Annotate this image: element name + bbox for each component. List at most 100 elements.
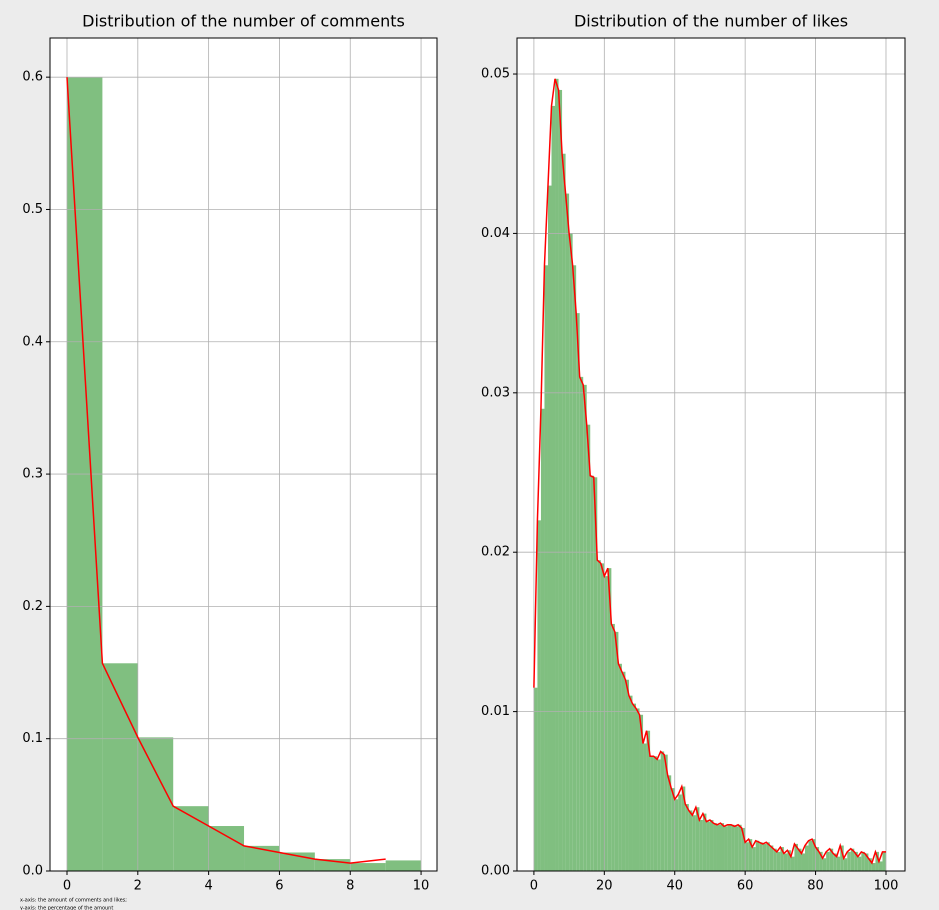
bar (822, 858, 827, 871)
bar (618, 663, 622, 871)
y-tick-label: 0.4 (22, 334, 43, 349)
bar (208, 826, 245, 871)
bar (731, 824, 735, 871)
bar (805, 845, 809, 871)
bar (657, 759, 661, 871)
bar (875, 851, 879, 871)
bar (871, 863, 876, 871)
y-tick-label: 0.00 (481, 864, 510, 879)
bar (685, 804, 689, 871)
bar (829, 848, 834, 871)
y-tick-label: 0.05 (481, 67, 510, 82)
y-tick-label: 0.6 (22, 70, 43, 85)
x-tick-label: 4 (204, 879, 212, 894)
x-tick-label: 6 (275, 879, 283, 894)
x-tick-label: 20 (596, 879, 613, 894)
y-tick-label: 0.03 (481, 385, 510, 400)
bar (137, 737, 174, 871)
bar (790, 856, 795, 871)
y-tick-label: 0.3 (22, 467, 43, 482)
y-tick-label: 0.1 (22, 731, 43, 746)
x-tick-label: 8 (346, 879, 354, 894)
bar (706, 821, 710, 871)
y-tick-label: 0.02 (481, 545, 510, 560)
bar (864, 853, 869, 871)
bar (787, 850, 791, 871)
bar (173, 806, 209, 871)
bar (819, 851, 823, 871)
bar (650, 756, 654, 871)
chart-title: Distribution of the number of likes (574, 12, 848, 31)
bar (766, 842, 770, 871)
bar (759, 842, 763, 871)
density-line (533, 78, 886, 865)
bar (664, 754, 668, 871)
x-tick-label: 10 (413, 879, 430, 894)
bar (724, 826, 728, 871)
bar (681, 786, 686, 871)
axes-frame (516, 37, 906, 872)
bar (748, 839, 753, 871)
bar (808, 840, 813, 871)
bar (776, 851, 781, 871)
annotation: y-axis: the percentage of the amount (20, 906, 113, 910)
bar (244, 845, 280, 871)
axes: 0 2 4 6 8 10 0.0 0.1 0.2 0.3 0.4 0.5 0.6 Distribution… (20, 12, 438, 910)
bar (773, 848, 777, 871)
bar (727, 824, 732, 871)
bar (857, 856, 862, 871)
axes: 0 20 40 60 80 100 0.00 0.01 0.02 0.03 0.04 0.05 Dist… (481, 12, 906, 894)
bar (639, 714, 644, 871)
bar (882, 851, 886, 871)
bar (643, 743, 647, 871)
bar (762, 843, 767, 871)
bar (702, 813, 707, 871)
bar (544, 265, 548, 871)
bar (734, 826, 739, 871)
bar (716, 824, 721, 871)
bar (713, 823, 717, 871)
bar (547, 185, 552, 871)
bar (836, 856, 841, 871)
bar (692, 815, 696, 871)
bar (628, 695, 633, 871)
bar (562, 153, 566, 871)
bar (551, 105, 556, 872)
bar (745, 842, 749, 871)
bar (815, 847, 820, 871)
bar (794, 843, 798, 871)
bar (576, 313, 580, 871)
bar (555, 78, 559, 872)
bar (537, 520, 541, 871)
bar (801, 853, 806, 871)
bar (847, 851, 851, 871)
y-tick-label: 0.5 (22, 202, 43, 217)
bar (632, 703, 637, 871)
bar (611, 623, 615, 871)
bar (614, 631, 619, 871)
chart-title: Distribution of the number of comments (82, 12, 405, 31)
bar (102, 663, 138, 871)
y-tick-label: 0.04 (481, 226, 510, 241)
y-tick-label: 0.0 (22, 864, 43, 879)
bar (854, 851, 858, 871)
bar (572, 265, 577, 871)
bar (579, 376, 584, 871)
bar (597, 560, 601, 871)
y-tick-label: 0.01 (481, 704, 510, 719)
bar (850, 848, 855, 871)
bar (671, 788, 675, 871)
bar (797, 848, 802, 871)
axes-frame (49, 37, 438, 872)
bar (350, 863, 386, 871)
bar (752, 847, 756, 871)
bar (607, 568, 612, 871)
bar (583, 384, 587, 871)
bar (565, 193, 570, 872)
bar (604, 576, 608, 871)
bar (738, 824, 742, 871)
bar (861, 851, 865, 871)
x-tick-label: 80 (807, 879, 824, 894)
bar (878, 861, 883, 871)
